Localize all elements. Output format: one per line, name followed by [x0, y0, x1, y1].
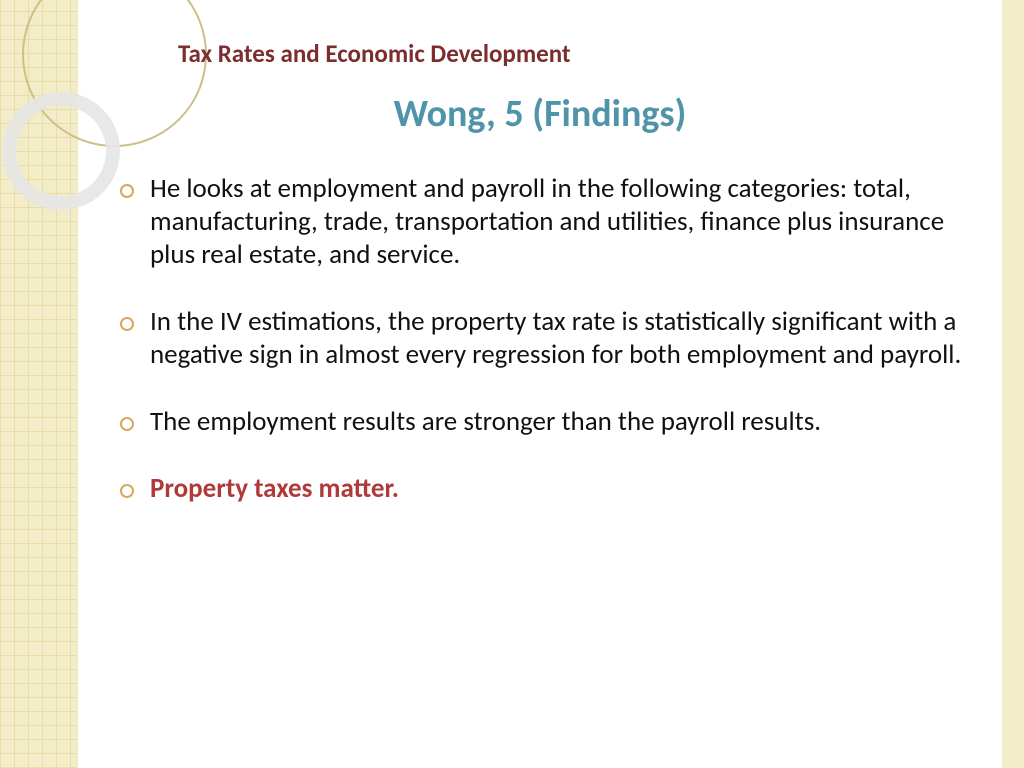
right-pattern-strip [1002, 0, 1024, 768]
bullet-text: He looks at employment and payroll in th… [150, 172, 944, 271]
list-item: The employment results are stronger than… [148, 406, 972, 439]
bullet-text: In the IV estimations, the property tax … [150, 305, 961, 371]
slide-subtitle: Wong, 5 (Findings) [108, 91, 972, 137]
bullet-list: He looks at employment and payroll in th… [108, 173, 972, 506]
bullet-text-emphasis: Property taxes matter. [150, 472, 399, 505]
list-item: In the IV estimations, the property tax … [148, 306, 972, 372]
list-item: He looks at employment and payroll in th… [148, 173, 972, 272]
slide-content: Tax Rates and Economic Development Wong,… [78, 0, 1002, 560]
bullet-text: The employment results are stronger than… [150, 405, 821, 438]
slide-header: Tax Rates and Economic Development [178, 38, 972, 69]
list-item: Property taxes matter. [148, 473, 972, 506]
